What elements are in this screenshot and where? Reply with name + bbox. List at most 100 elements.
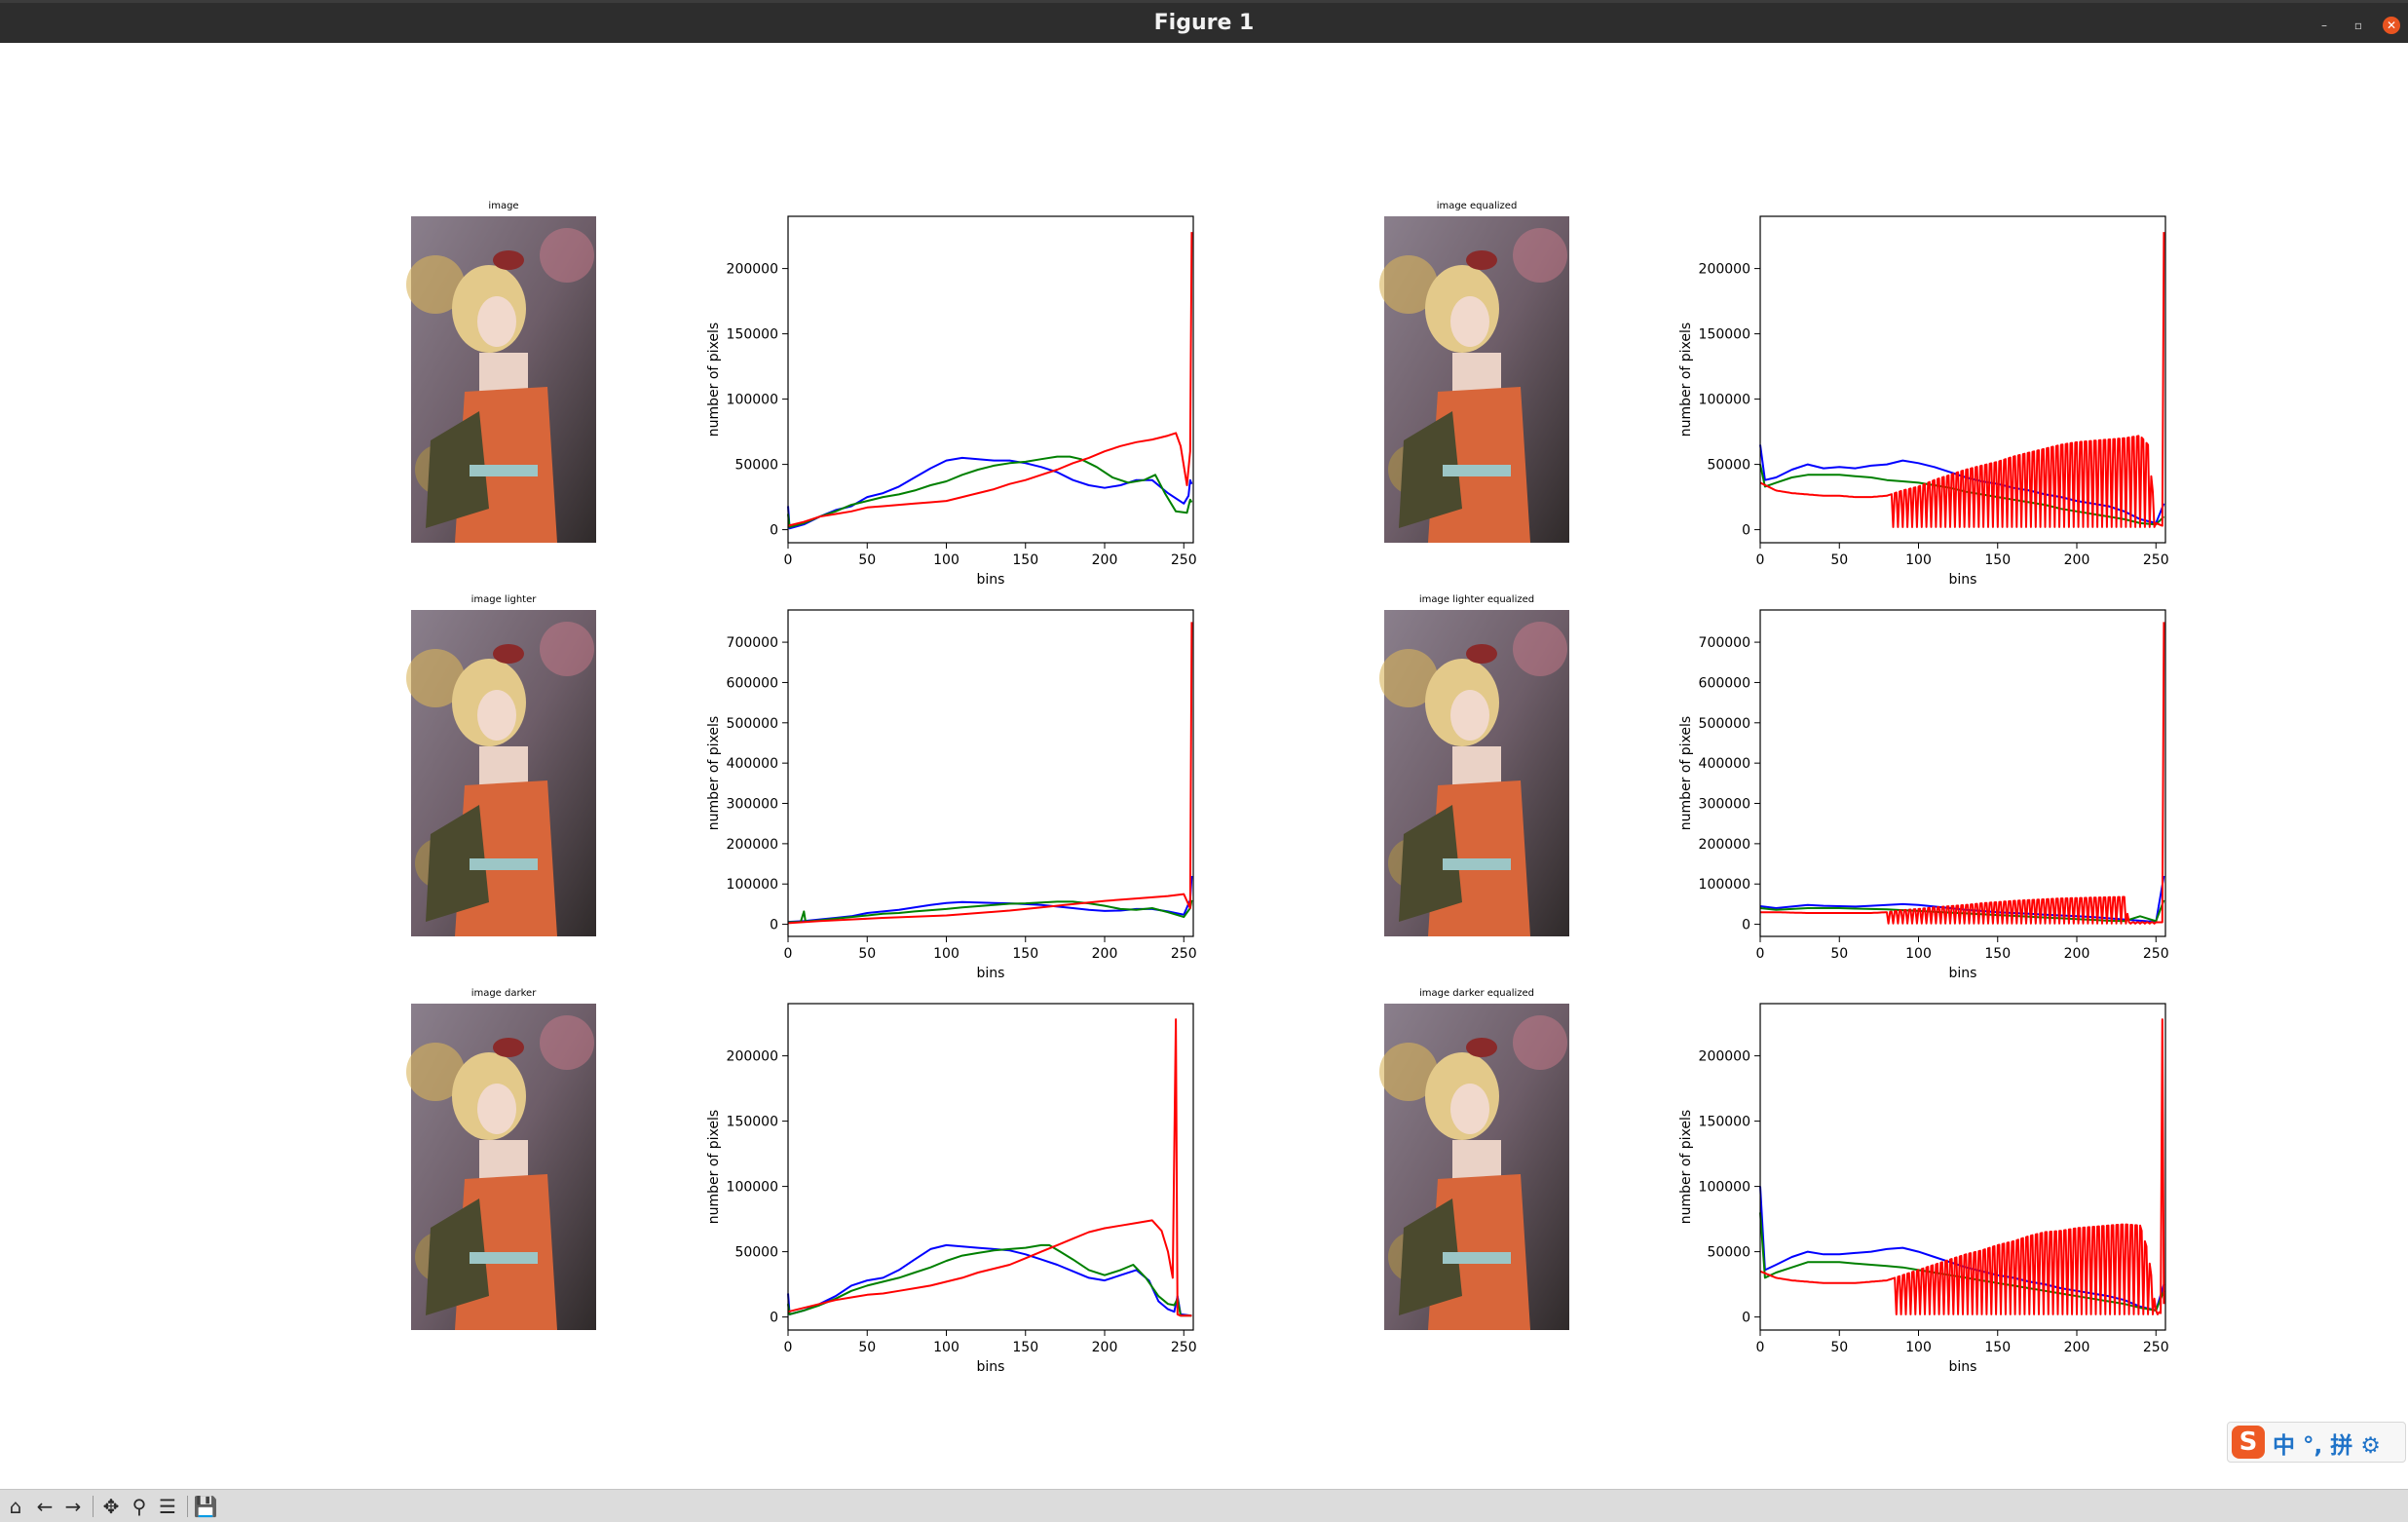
firework-light bbox=[1513, 622, 1567, 676]
home-icon[interactable]: ⌂ bbox=[9, 1495, 22, 1518]
forward-icon[interactable]: → bbox=[64, 1495, 82, 1518]
y-tick-label: 200000 bbox=[1699, 262, 1750, 278]
y-tick-label: 150000 bbox=[1699, 327, 1750, 343]
figure-face bbox=[477, 690, 516, 741]
x-tick-label: 0 bbox=[784, 1340, 793, 1355]
photo-panel bbox=[1379, 1004, 1569, 1330]
x-axis-label: bins bbox=[977, 966, 1005, 981]
x-tick-label: 0 bbox=[1756, 946, 1765, 962]
ime-logo: S bbox=[2232, 1426, 2265, 1459]
y-tick-label: 0 bbox=[1742, 523, 1750, 539]
zoom-icon[interactable]: ⚲ bbox=[132, 1495, 147, 1518]
x-axis-label: bins bbox=[977, 572, 1005, 588]
axes-frame bbox=[1759, 1003, 2166, 1331]
ime-indicator[interactable]: S 中 °, 拼 ⚙ bbox=[2227, 1422, 2406, 1463]
x-tick-label: 250 bbox=[2143, 946, 2169, 962]
y-tick-label: 500000 bbox=[727, 716, 778, 732]
x-axis-label: bins bbox=[977, 1359, 1005, 1375]
series-line-red bbox=[787, 622, 1193, 925]
firework-light bbox=[1513, 1015, 1567, 1070]
configure-subplots-icon[interactable]: ☰ bbox=[159, 1495, 176, 1518]
x-tick-label: 150 bbox=[1012, 552, 1038, 568]
y-tick-label: 300000 bbox=[1699, 797, 1750, 813]
figure-sash bbox=[1443, 1252, 1511, 1264]
figure-sash bbox=[1443, 465, 1511, 476]
y-tick-label: 600000 bbox=[1699, 675, 1750, 691]
photo-panel bbox=[1379, 610, 1569, 936]
x-tick-label: 100 bbox=[1905, 552, 1932, 568]
x-tick-label: 250 bbox=[1171, 552, 1197, 568]
back-icon[interactable]: ← bbox=[36, 1495, 54, 1518]
y-axis-label: number of pixels bbox=[1678, 1110, 1694, 1224]
y-axis-label: number of pixels bbox=[706, 1110, 722, 1224]
figure-fan bbox=[1399, 1199, 1462, 1315]
x-tick-label: 250 bbox=[1171, 946, 1197, 962]
title-bar: Figure 1 – ▫ ✕ bbox=[0, 0, 2408, 43]
y-axis-label: number of pixels bbox=[1678, 323, 1694, 437]
y-tick-label: 100000 bbox=[727, 1180, 778, 1196]
figure-face bbox=[477, 296, 516, 347]
plot-area bbox=[788, 216, 1193, 543]
y-tick-label: 0 bbox=[770, 918, 778, 933]
x-tick-label: 250 bbox=[1171, 1340, 1197, 1355]
x-tick-label: 50 bbox=[858, 946, 876, 962]
y-tick-label: 100000 bbox=[1699, 1180, 1750, 1196]
y-tick-label: 400000 bbox=[1699, 756, 1750, 772]
y-tick-label: 200000 bbox=[1699, 837, 1750, 853]
firework-light bbox=[540, 228, 594, 283]
axes-frame bbox=[787, 215, 1194, 544]
y-tick-label: 600000 bbox=[727, 675, 778, 691]
photo-title: image lighter equalized bbox=[1419, 594, 1534, 605]
firework-light bbox=[1379, 255, 1438, 314]
x-tick-label: 100 bbox=[933, 946, 959, 962]
window-title: Figure 1 bbox=[1153, 11, 1255, 35]
x-tick-label: 0 bbox=[1756, 1340, 1765, 1355]
histogram-chart: 0 50 100 150 200 250 0 50000 100000 150000 200000 b… bbox=[706, 215, 1197, 588]
firework-light bbox=[406, 255, 465, 314]
plot-area bbox=[1760, 610, 2165, 936]
y-axis-label: number of pixels bbox=[706, 323, 722, 437]
save-icon[interactable]: 💾 bbox=[193, 1495, 218, 1518]
x-tick-label: 0 bbox=[784, 946, 793, 962]
x-tick-label: 50 bbox=[1830, 1340, 1848, 1355]
x-tick-label: 0 bbox=[1756, 552, 1765, 568]
figure-canvas[interactable]: image 0 50 100 150 200 250 0 50000 100000 150000 20… bbox=[0, 43, 2408, 1489]
y-tick-label: 200000 bbox=[727, 262, 778, 278]
figure-fan bbox=[426, 411, 489, 528]
photo-title: image equalized bbox=[1437, 201, 1518, 211]
x-axis-label: bins bbox=[1949, 572, 1977, 588]
x-axis-label: bins bbox=[1949, 1359, 1977, 1375]
figure-sash bbox=[470, 1252, 538, 1264]
y-tick-label: 50000 bbox=[1707, 1245, 1750, 1261]
close-button[interactable]: ✕ bbox=[2383, 17, 2400, 34]
figure-sash bbox=[1443, 858, 1511, 870]
x-axis-label: bins bbox=[1949, 966, 1977, 981]
y-tick-label: 200000 bbox=[727, 1049, 778, 1065]
series-line-red bbox=[1759, 232, 2165, 528]
firework-light bbox=[1513, 228, 1567, 283]
x-tick-label: 150 bbox=[1984, 552, 2011, 568]
minimize-button[interactable]: – bbox=[2321, 19, 2327, 32]
maximize-button[interactable]: ▫ bbox=[2353, 19, 2363, 32]
figure-face bbox=[1450, 690, 1489, 741]
y-tick-label: 50000 bbox=[734, 458, 778, 474]
x-tick-label: 100 bbox=[933, 1340, 959, 1355]
x-tick-label: 150 bbox=[1984, 946, 2011, 962]
series-line-blue bbox=[787, 1243, 1192, 1317]
y-tick-label: 150000 bbox=[727, 1115, 778, 1130]
histogram-chart: 0 50 100 150 200 250 0 50000 100000 150000 200000 b… bbox=[706, 1003, 1197, 1375]
figure-face bbox=[1450, 296, 1489, 347]
ime-status: 中 °, 拼 ⚙ bbox=[2273, 1433, 2381, 1459]
y-tick-label: 700000 bbox=[1699, 635, 1750, 651]
histogram-chart: 0 50 100 150 200 250 0 50000 100000 150000 200000 b… bbox=[1678, 215, 2169, 588]
pan-icon[interactable]: ✥ bbox=[102, 1495, 120, 1518]
y-axis-label: number of pixels bbox=[1678, 716, 1694, 830]
photo-panel bbox=[1379, 216, 1569, 543]
axes-frame bbox=[1759, 609, 2166, 937]
series-line-red bbox=[1760, 622, 2165, 925]
firework-light bbox=[1379, 649, 1438, 707]
y-tick-label: 0 bbox=[770, 523, 778, 539]
axes-frame bbox=[787, 609, 1194, 937]
hair-ornament bbox=[493, 644, 524, 664]
x-tick-label: 50 bbox=[858, 1340, 876, 1355]
